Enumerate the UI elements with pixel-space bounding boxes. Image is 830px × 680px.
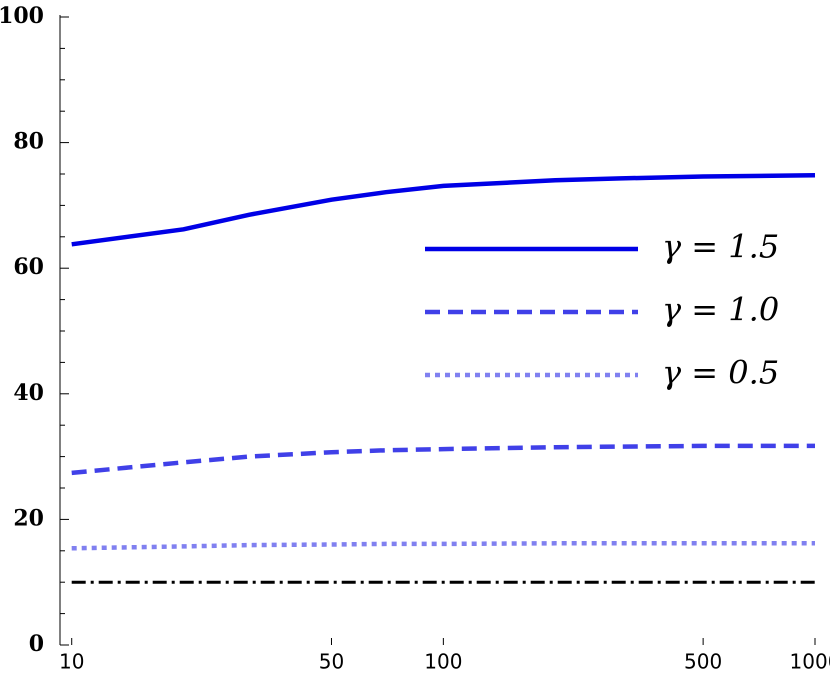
series-line [71, 541, 815, 551]
y-tick-label: 60 [13, 254, 44, 280]
y-tick-label: 80 [13, 129, 44, 155]
x-tick-label: 10 [59, 650, 84, 674]
legend-label: γ = 1.0 [662, 291, 779, 329]
x-tick-label: 1000 [790, 650, 830, 674]
legend-label: γ = 0.5 [662, 354, 779, 392]
y-tick-label: 40 [13, 380, 44, 406]
y-tick-label: 20 [13, 505, 44, 531]
x-tick-label: 100 [424, 650, 462, 674]
x-tick-label: 500 [684, 650, 722, 674]
legend-label: γ = 1.5 [662, 228, 779, 266]
y-tick-label: 0 [29, 631, 44, 657]
x-tick-label: 50 [319, 650, 344, 674]
y-tick-label: 100 [0, 3, 44, 29]
series-line [71, 173, 816, 247]
series-line [71, 443, 815, 476]
